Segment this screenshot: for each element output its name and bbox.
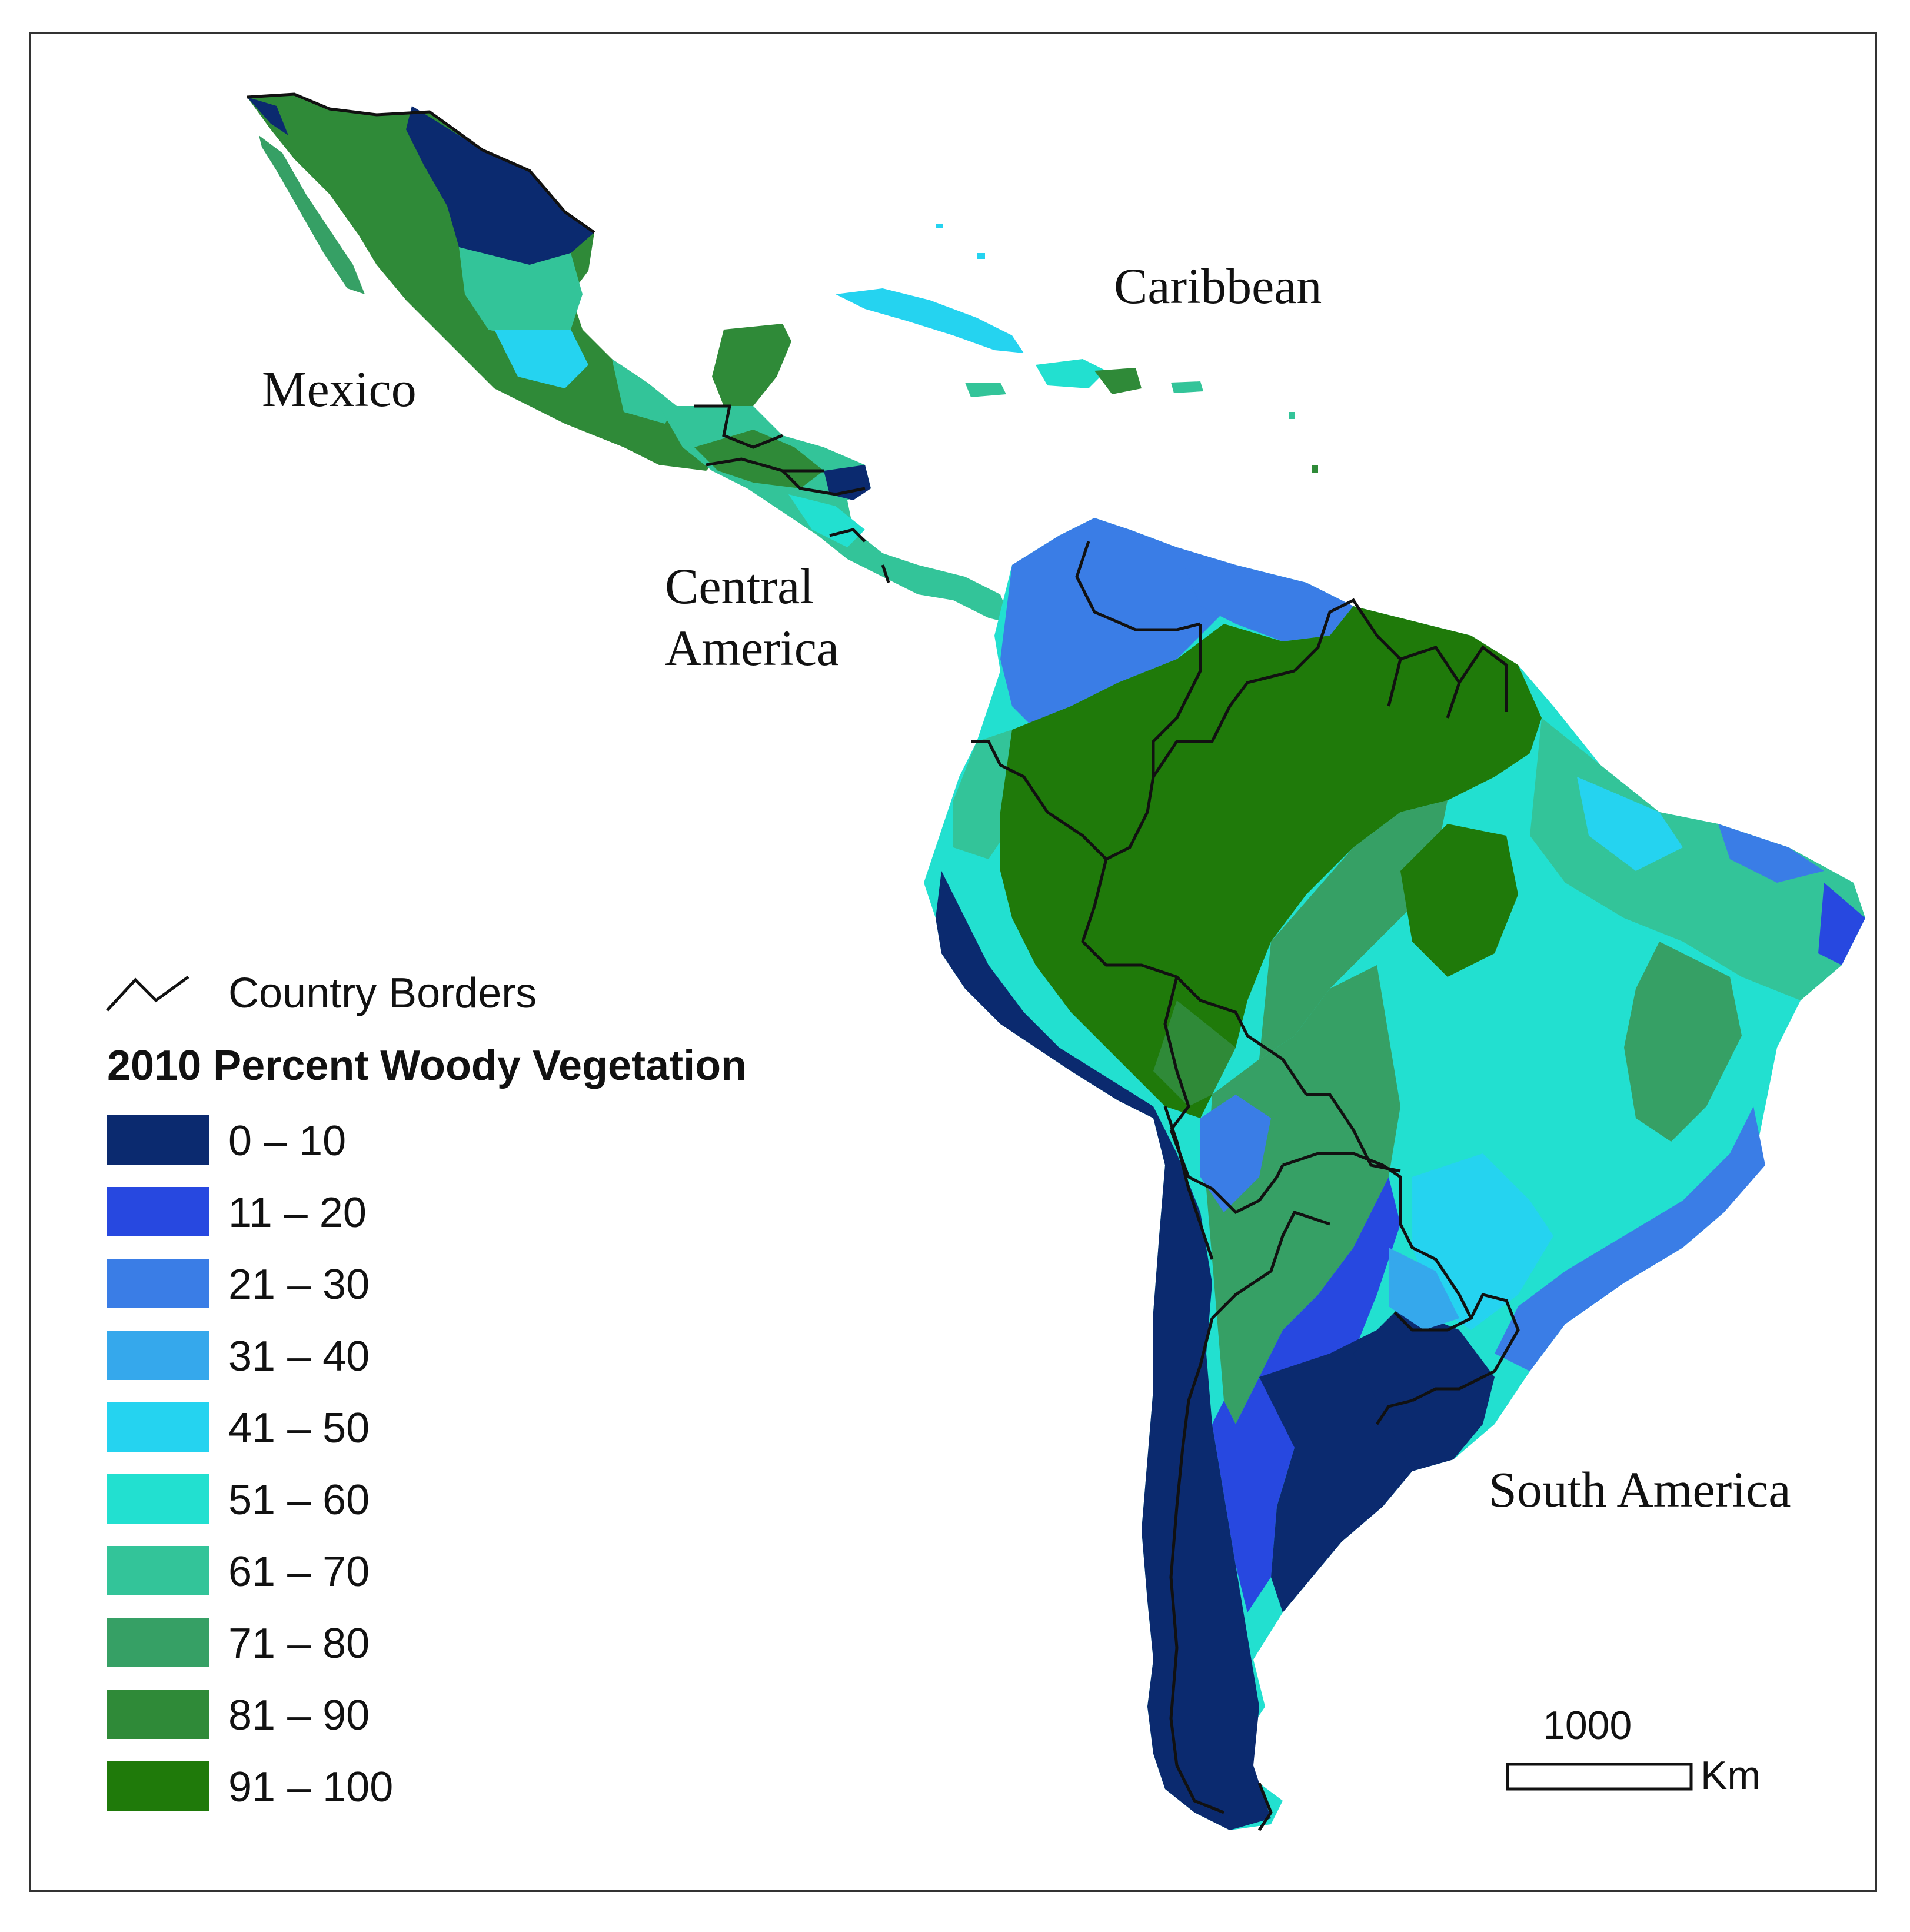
legend-label-1: 11 – 20 — [228, 1189, 367, 1236]
legend-borders-label: Country Borders — [228, 970, 537, 1017]
label-south-america: South America — [1489, 1461, 1791, 1518]
legend-swatch-7 — [107, 1618, 209, 1667]
legend-swatch-8 — [107, 1690, 209, 1739]
country-borders — [247, 92, 1520, 1831]
legend-label-2: 21 – 30 — [228, 1261, 370, 1308]
legend-label-0: 0 – 10 — [228, 1118, 346, 1165]
legend-label-5: 51 – 60 — [228, 1477, 370, 1524]
scale-bar-unit: Km — [1701, 1753, 1761, 1798]
legend-swatch-0 — [107, 1115, 209, 1165]
legend-swatch-1 — [107, 1187, 209, 1236]
legend-swatch-3 — [107, 1331, 209, 1380]
scale-bar-box — [1506, 1763, 1693, 1791]
label-central-america-line1: Central — [665, 558, 814, 614]
legend-classes: 0 – 10 11 – 20 21 – 30 31 – 40 41 – 50 51 – 6… — [107, 1115, 393, 1811]
legend-title: 2010 Percent Woody Vegetation — [107, 1042, 747, 1089]
scale-bar: 1000 Km — [1506, 1703, 1761, 1798]
caribbean-islands — [836, 224, 1318, 473]
legend-swatch-5 — [107, 1474, 209, 1524]
label-caribbean: Caribbean — [1114, 258, 1322, 314]
legend-label-6: 61 – 70 — [228, 1548, 370, 1595]
legend-swatch-2 — [107, 1259, 209, 1308]
legend-label-3: 31 – 40 — [228, 1333, 370, 1380]
legend-label-4: 41 – 50 — [228, 1405, 370, 1452]
legend-swatch-6 — [107, 1546, 209, 1595]
country-borders-legend-line — [106, 975, 189, 1012]
legend-swatch-9 — [107, 1761, 209, 1811]
label-central-america-line2: America — [665, 620, 839, 676]
scale-bar-value: 1000 — [1543, 1703, 1632, 1748]
legend-label-8: 81 – 90 — [228, 1692, 370, 1739]
label-mexico: Mexico — [262, 361, 417, 417]
legend: Country Borders 2010 Percent Woody Veget… — [106, 970, 747, 1811]
legend-label-9: 91 – 100 — [228, 1764, 393, 1811]
legend-label-7: 71 – 80 — [228, 1620, 370, 1667]
legend-swatch-4 — [107, 1402, 209, 1452]
